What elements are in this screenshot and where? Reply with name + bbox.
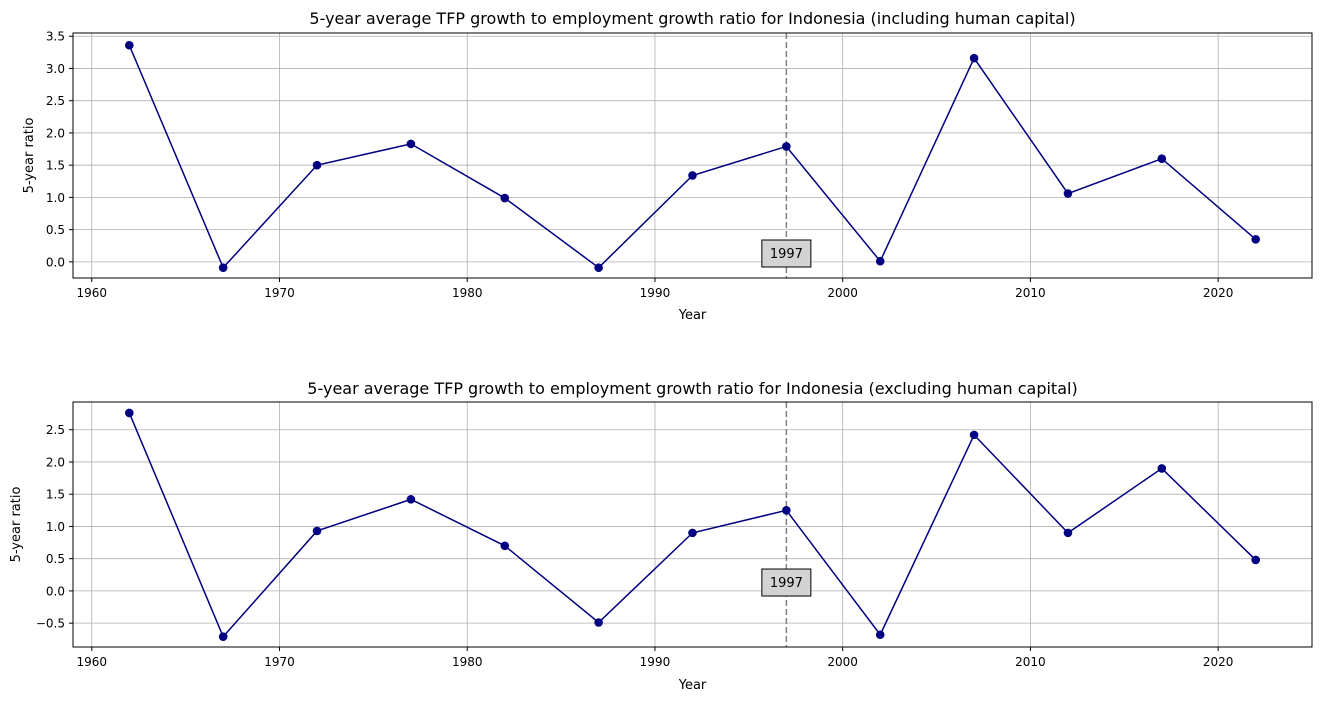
y-tick-label: 2.5 [46,94,65,108]
data-point [1251,555,1260,565]
data-point [594,618,603,627]
chart-excluding-human-capital: 5-year average TFP growth to employment … [9,379,1313,693]
y-tick-label: −0.5 [36,617,65,631]
y-tick-label: 1.5 [46,159,65,173]
data-point [125,40,134,50]
chart-including-human-capital: 5-year average TFP growth to employment … [22,9,1313,323]
data-point [969,430,979,440]
data-point [782,506,791,515]
y-axis-label: 5-year ratio [22,118,37,194]
data-point [782,142,791,151]
annotation-box [761,568,812,597]
y-tick-label: 0.5 [46,552,65,566]
data-point [1063,528,1073,538]
data-point [688,171,697,180]
x-tick-label: 1960 [76,286,107,300]
plot-area: 1997 1960 1970 1980 1990 2000 2010 2020 0.0 0.5 1.… [46,30,1313,300]
data-point [218,632,228,641]
y-tick-label: 0.0 [46,584,65,598]
data-point [875,256,885,266]
axes-frame [72,401,1313,648]
y-tick-label: 3.5 [46,30,65,44]
x-tick-label: 2000 [827,286,858,300]
axes-frame [72,32,1313,279]
data-point [1157,464,1167,473]
y-tick-label: 0.5 [46,223,65,237]
plot-area: 1997 1960 1970 1980 1990 2000 2010 2020 −0.5 0.0 0… [36,401,1313,669]
data-point [594,263,603,272]
y-axis-label: 5-year ratio [9,487,24,563]
x-tick-label: 2010 [1015,286,1046,300]
y-tick-label: 1.5 [46,488,65,502]
y-tick-label: 2.0 [46,126,65,140]
y-tick-label: 3.0 [46,62,65,76]
x-tick-label: 1980 [452,286,483,300]
x-tick-label: 1960 [76,655,107,669]
x-tick-label: 2020 [1203,655,1234,669]
data-point [969,53,979,63]
x-axis-label: Year [678,308,707,323]
data-point [218,263,228,272]
data-point [125,408,134,418]
chart-title: 5-year average TFP growth to employment … [307,379,1077,398]
data-point [312,526,322,536]
x-tick-label: 2000 [827,655,858,669]
chart-title: 5-year average TFP growth to employment … [309,9,1075,28]
data-point [688,528,697,538]
x-axis-label: Year [678,678,707,693]
annotation-box [761,239,812,268]
y-tick-label: 1.0 [46,520,65,534]
x-tick-label: 1990 [640,286,671,300]
x-tick-label: 1990 [640,655,671,669]
y-tick-label: 1.0 [46,191,65,205]
data-point [1063,189,1073,198]
x-tick-label: 1980 [452,655,483,669]
y-tick-label: 2.0 [46,455,65,469]
x-tick-label: 2010 [1015,655,1046,669]
data-point [1157,154,1167,164]
x-tick-label: 2020 [1203,286,1234,300]
x-tick-label: 1970 [264,286,295,300]
y-tick-label: 0.0 [46,255,65,269]
data-point [406,139,416,149]
data-point [312,160,322,170]
x-tick-label: 1970 [264,655,295,669]
annotation-label: 1997 [770,576,803,591]
data-point [406,495,416,504]
annotation-label: 1997 [770,247,803,262]
data-point [1251,235,1260,244]
data-point [500,193,510,203]
y-tick-label: 2.5 [46,423,65,437]
data-point [500,541,510,551]
data-point [875,630,885,640]
